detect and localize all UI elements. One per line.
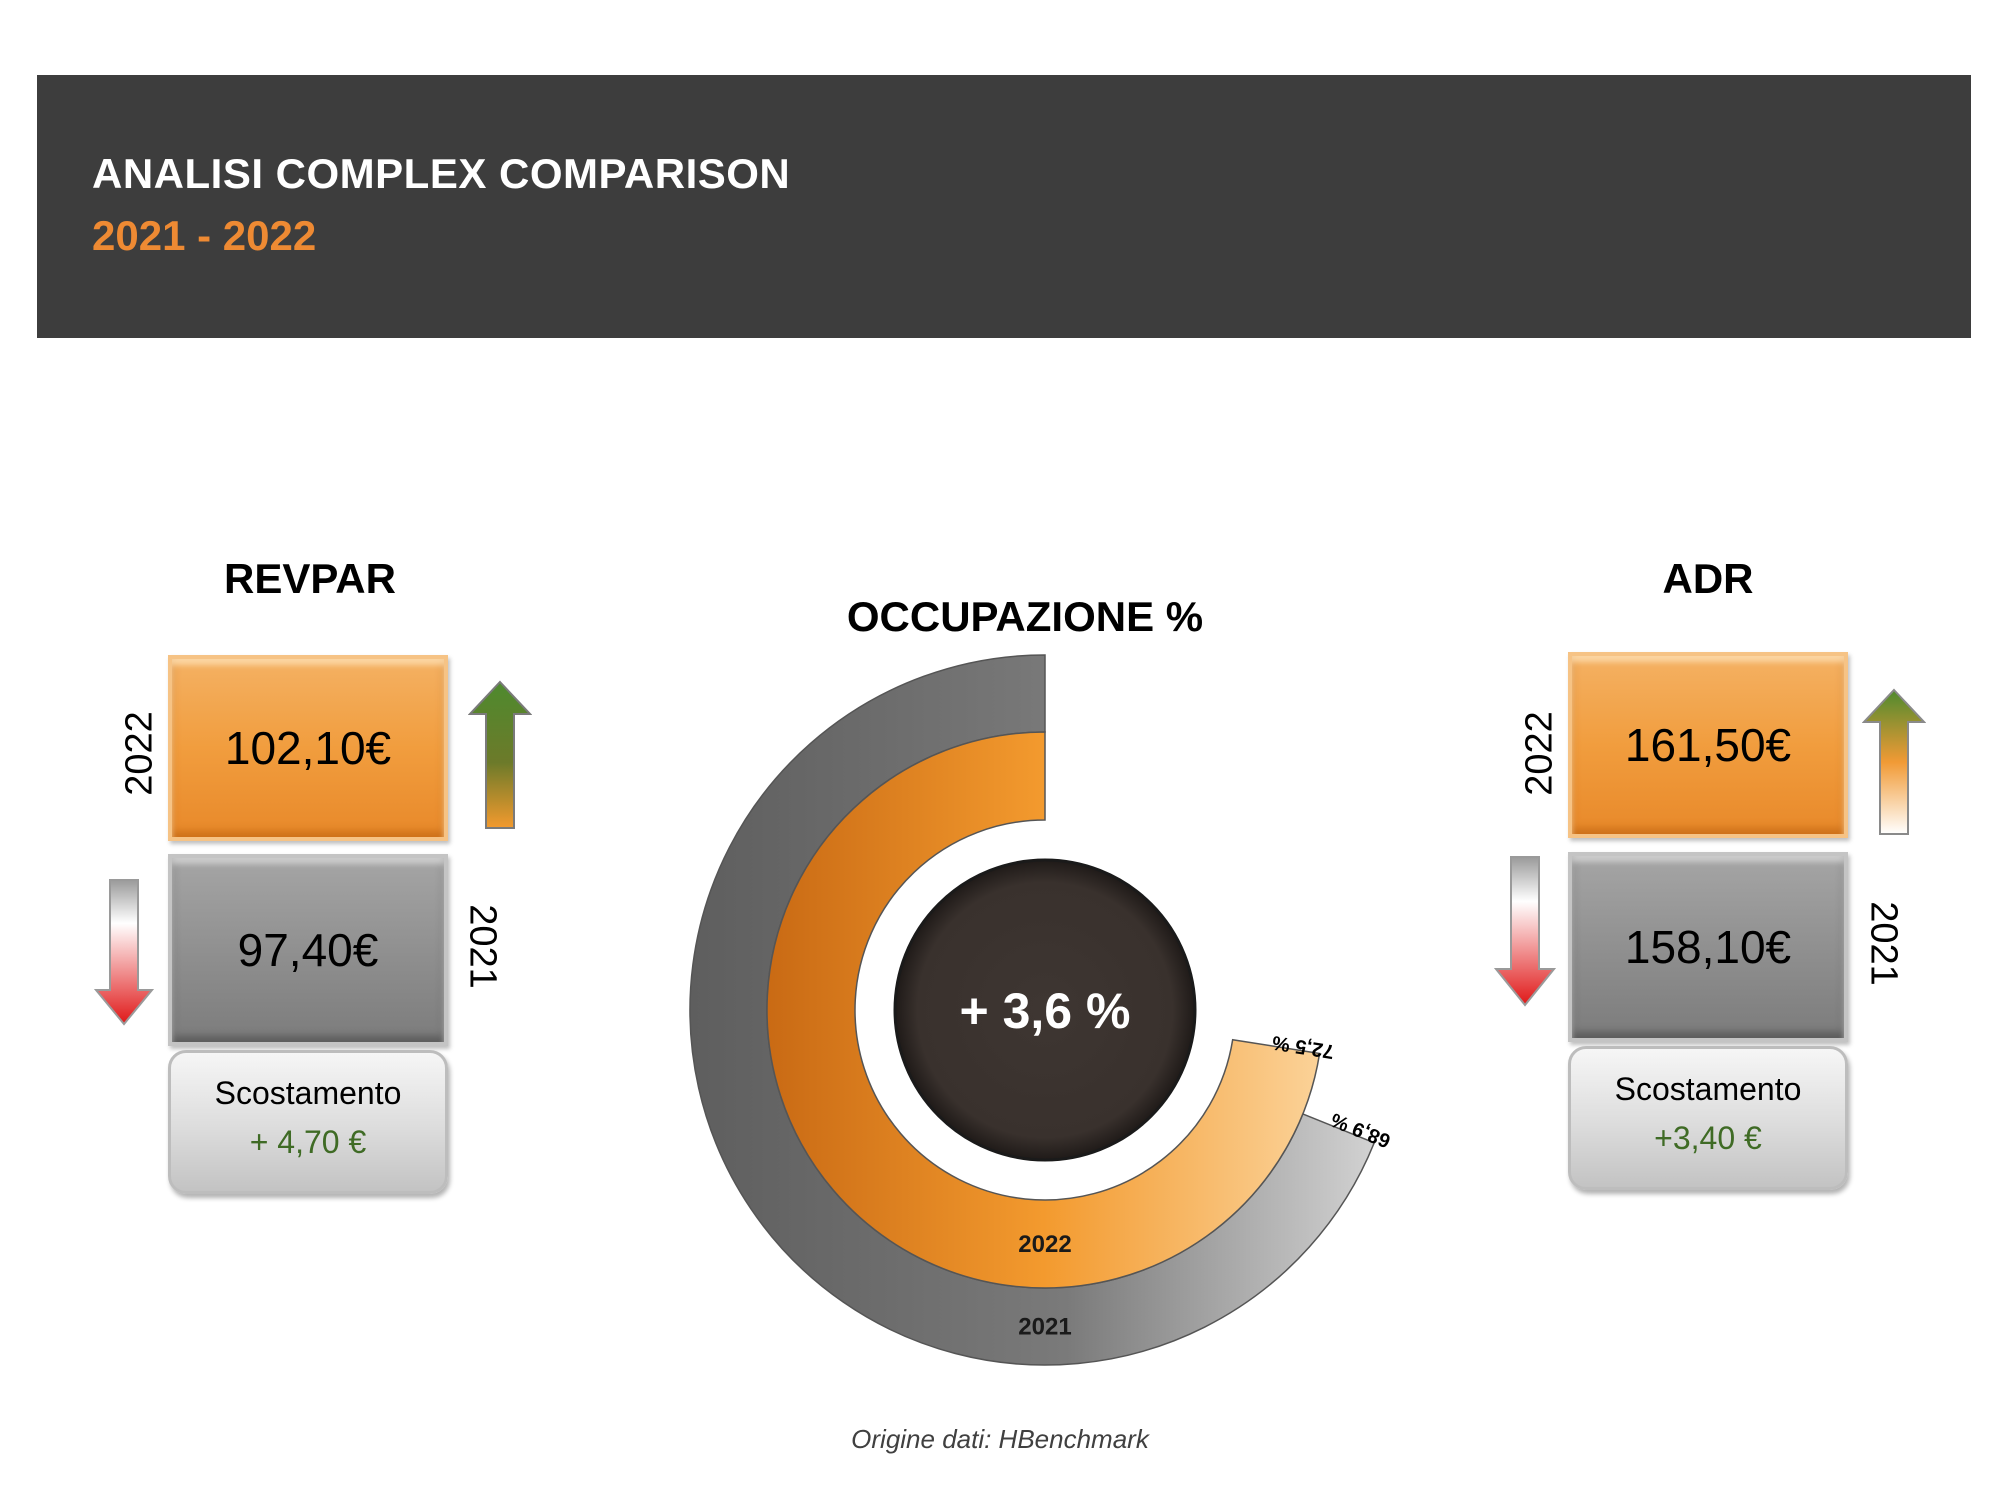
radial-series-label-2021: 2021 (1018, 1314, 1071, 1341)
radial-bar-2022 (766, 731, 1321, 1289)
data-source-footer: Origine dati: HBenchmark (0, 1424, 2000, 1455)
radial-series-label-2022: 2022 (1018, 1231, 1071, 1258)
adr-title: ADR (1662, 555, 1754, 602)
occupazione-title: OCCUPAZIONE % (846, 593, 1204, 640)
adr-2021-box: 158,10€ (1568, 852, 1848, 1042)
revpar-2021-value: 97,40€ (237, 924, 379, 976)
arrow-up-icon (1862, 688, 1926, 835)
revpar-2022-box: 102,10€ (168, 655, 448, 841)
revpar-variance-label: Scostamento (214, 1075, 402, 1111)
center-value-label: + 3,6 % (960, 983, 1131, 1039)
arrow-down-icon (1494, 856, 1556, 1007)
adr-2021-value: 158,10€ (1624, 921, 1792, 973)
page-title: ANALISI COMPLEX COMPARISON (92, 150, 791, 197)
adr-variance-box: Scostamento +3,40 € (1568, 1046, 1848, 1190)
header-banner: ANALISI COMPLEX COMPARISON 2021 - 2022 (37, 75, 1971, 338)
adr-variance-value: +3,40 € (1654, 1120, 1762, 1156)
adr-variance-label: Scostamento (1614, 1071, 1802, 1107)
adr-year-2022-label: 2022 (1518, 711, 1561, 796)
data-source-label: Origine dati: HBenchmark (851, 1424, 1149, 1454)
revpar-year-2021-label: 2021 (461, 904, 504, 989)
page-subtitle: 2021 - 2022 (92, 212, 317, 259)
revpar-2022-value: 102,10€ (224, 722, 392, 774)
revpar-variance-value: + 4,70 € (249, 1124, 367, 1160)
adr-2022-box: 161,50€ (1568, 652, 1848, 838)
revpar-variance-box: Scostamento + 4,70 € (168, 1050, 448, 1194)
arrow-down-icon (94, 879, 154, 1026)
revpar-year-2022-label: 2022 (118, 711, 161, 796)
arrow-up-icon (468, 680, 532, 829)
adr-2022-value: 161,50€ (1624, 719, 1792, 771)
center-disc (893, 858, 1197, 1162)
adr-year-2021-label: 2021 (1862, 901, 1905, 986)
revpar-2021-box: 97,40€ (168, 854, 448, 1046)
revpar-title: REVPAR (224, 555, 396, 602)
